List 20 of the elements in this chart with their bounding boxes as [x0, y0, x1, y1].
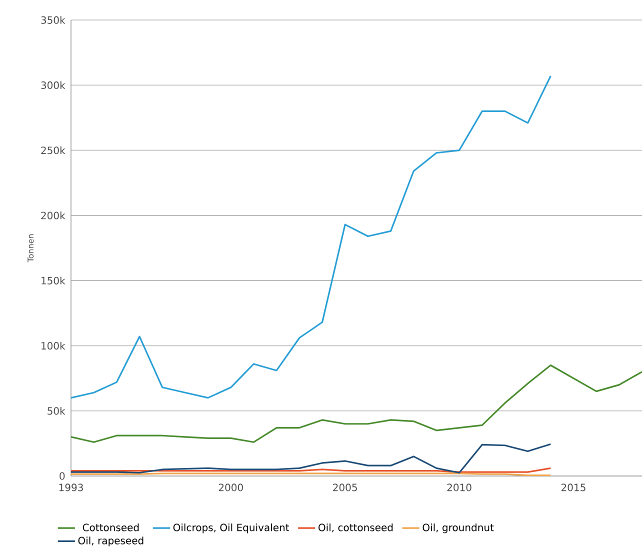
- legend-label: Oilcrops, Oil Equivalent: [173, 524, 290, 534]
- x-tick-label: 1993: [59, 484, 83, 492]
- line-series: [71, 75, 552, 399]
- y-tick-label: 350k: [41, 16, 66, 24]
- legend-label: Oil, groundnut: [422, 524, 494, 534]
- y-tick-label: 200k: [41, 212, 66, 220]
- y-tick-label: 50k: [48, 406, 66, 415]
- y-tick-label: 0: [60, 472, 65, 480]
- legend-label: Cottonseed: [82, 524, 139, 532]
- y-tick-label: 100k: [42, 342, 66, 350]
- y-axis-title: Tonnen: [28, 234, 34, 262]
- legend-label: Oil, cottonseed: [318, 524, 393, 532]
- x-tick-label: 2010: [447, 484, 472, 492]
- x-tick-label: 2000: [218, 484, 243, 492]
- y-tick-label: 300k: [41, 81, 66, 90]
- y-tick-label: 150k: [42, 276, 66, 284]
- x-tick-label: 2015: [562, 484, 586, 492]
- y-tick-label: 250k: [41, 146, 66, 154]
- legend-label: Oil, rapeseed: [78, 536, 144, 546]
- x-tick-label: 2005: [333, 484, 357, 492]
